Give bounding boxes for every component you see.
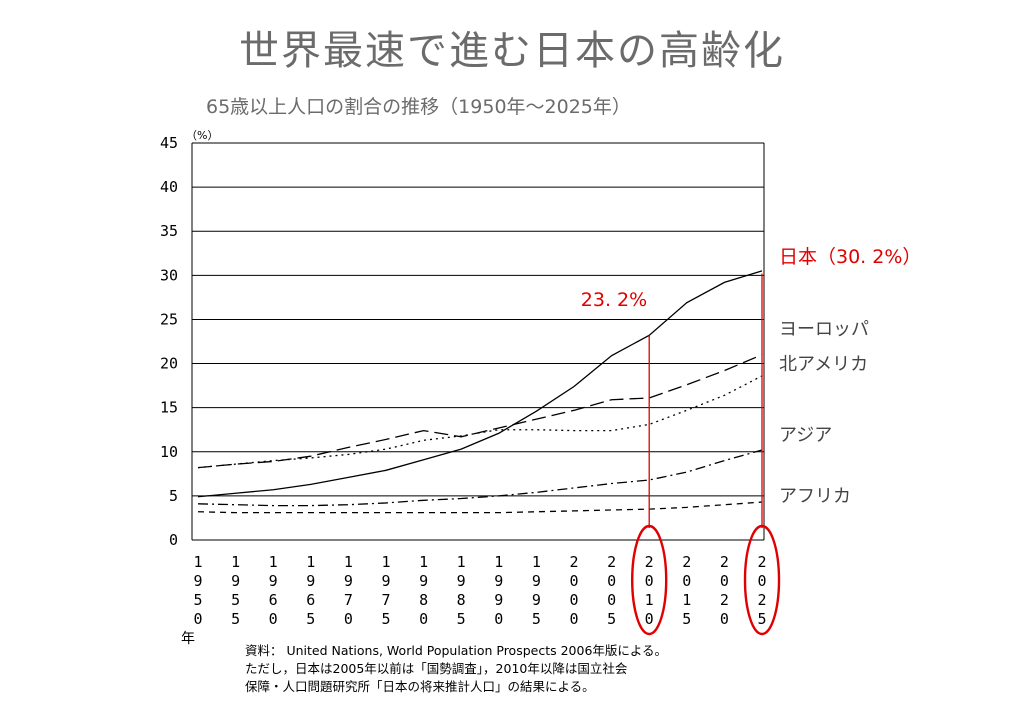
series-line-4 (197, 501, 763, 514)
y-unit-label: （%） (186, 129, 218, 142)
source-line-2: ただし，日本は2005年以前は「国勢調査」，2010年以降は国立社会 (245, 661, 628, 676)
highlight-ellipse-2010 (631, 524, 668, 636)
series-label-4: アフリカ (779, 486, 851, 507)
y-tick-label: 20 (160, 355, 178, 373)
series-line-1 (197, 354, 763, 469)
y-tick-label: 40 (160, 178, 178, 196)
y-tick-label: 30 (160, 266, 178, 284)
y-tick-label: 5 (169, 487, 178, 505)
series-label-3: アジア (779, 425, 832, 446)
series-line-3 (197, 449, 763, 507)
y-tick-label: 45 (160, 134, 178, 152)
y-tick-label: 0 (169, 531, 178, 549)
series-label-0: 日本（30. 2%） (779, 246, 921, 268)
series-label-2: 北アメリカ (779, 354, 868, 375)
x-unit-label: 年 (181, 631, 195, 647)
y-tick-label: 35 (160, 222, 178, 240)
highlight-ellipse-2025 (743, 524, 781, 636)
source-line-3: 保障・人口問題研究所「日本の将来推計人口」の結果による。 (245, 679, 595, 694)
y-tick-label: 15 (160, 399, 178, 417)
y-tick-label: 10 (160, 443, 178, 461)
series-label-1: ヨーロッパ (779, 319, 869, 340)
y-tick-label: 25 (160, 310, 178, 328)
annotation-label-2010: 23. 2% (581, 289, 647, 311)
series-line-0 (197, 270, 763, 498)
chart-subtitle: 65歳以上人口の割合の推移（1950年～2025年） (206, 96, 631, 118)
page-title: 世界最速で進む日本の高齢化 (239, 28, 785, 74)
source-line-1: 資料： United Nations, World Population Pro… (245, 643, 668, 658)
series-line-2 (197, 375, 763, 469)
